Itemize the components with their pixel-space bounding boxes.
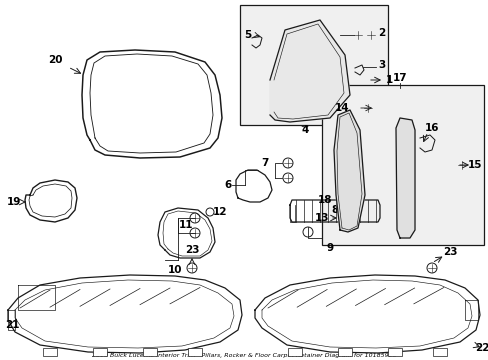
Text: 8: 8 bbox=[331, 205, 338, 215]
Text: 14: 14 bbox=[334, 103, 348, 113]
Polygon shape bbox=[269, 20, 349, 122]
Text: 13: 13 bbox=[314, 213, 328, 223]
Polygon shape bbox=[395, 118, 414, 238]
Text: 5: 5 bbox=[244, 30, 251, 40]
Text: 6: 6 bbox=[224, 180, 231, 190]
Bar bbox=[337, 348, 351, 356]
Text: 9: 9 bbox=[326, 243, 333, 253]
Text: 22: 22 bbox=[474, 343, 488, 353]
Text: 23: 23 bbox=[184, 245, 199, 255]
Bar bbox=[187, 348, 202, 356]
Bar bbox=[287, 348, 302, 356]
Text: 16: 16 bbox=[424, 123, 438, 133]
Bar bbox=[321, 85, 483, 245]
Text: 4: 4 bbox=[301, 125, 308, 135]
Text: 10: 10 bbox=[167, 265, 182, 275]
Text: 17: 17 bbox=[392, 73, 407, 83]
Text: 7: 7 bbox=[261, 158, 268, 168]
Polygon shape bbox=[333, 110, 364, 232]
Bar bbox=[93, 348, 107, 356]
Bar bbox=[240, 5, 387, 125]
Text: 23: 23 bbox=[442, 247, 456, 257]
Text: 19: 19 bbox=[7, 197, 21, 207]
Text: 15: 15 bbox=[467, 160, 481, 170]
Bar bbox=[142, 348, 157, 356]
Text: 1: 1 bbox=[385, 75, 392, 85]
Text: 2: 2 bbox=[378, 28, 385, 38]
Bar bbox=[432, 348, 446, 356]
Bar bbox=[43, 348, 57, 356]
Text: 3: 3 bbox=[378, 60, 385, 70]
Text: 20: 20 bbox=[48, 55, 62, 65]
Text: 21: 21 bbox=[5, 320, 19, 330]
Text: 12: 12 bbox=[212, 207, 227, 217]
Bar bbox=[387, 348, 401, 356]
Text: 18: 18 bbox=[317, 195, 331, 205]
Text: 11: 11 bbox=[179, 220, 193, 230]
Text: 2010 Buick Lucerne Interior Trim - Pillars, Rocker & Floor Carpet Retainer Diagr: 2010 Buick Lucerne Interior Trim - Pilla… bbox=[92, 353, 395, 358]
